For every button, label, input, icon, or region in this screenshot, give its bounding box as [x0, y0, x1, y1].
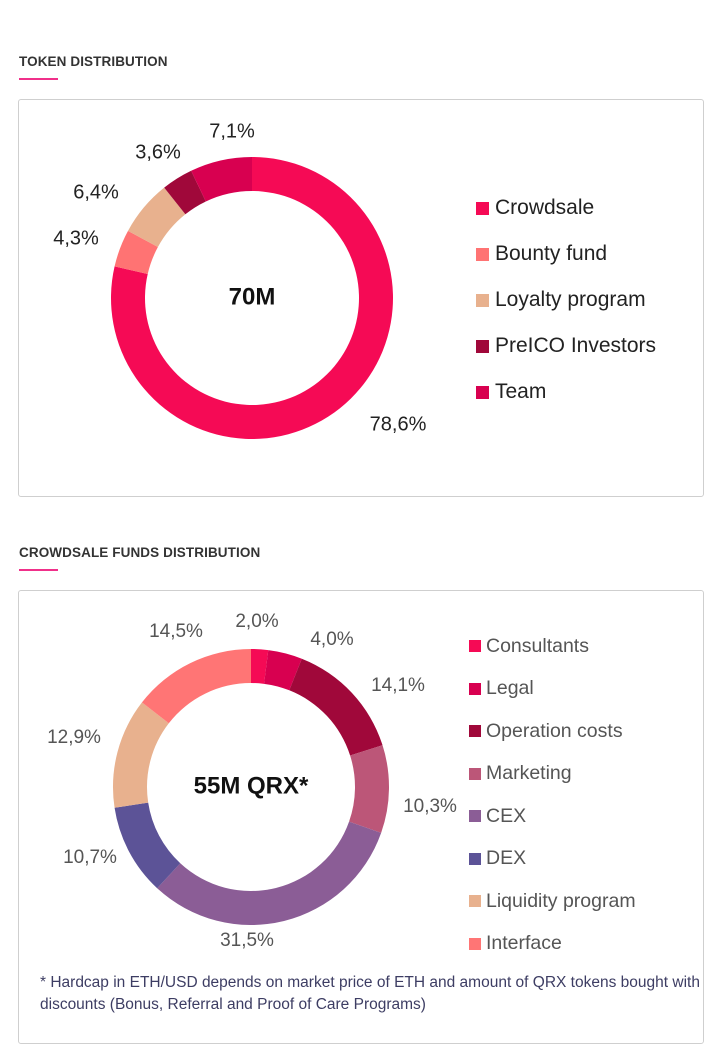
donut-slice-marketing [349, 745, 389, 833]
legend-item: Team [476, 378, 546, 406]
legend-label: DEX [486, 847, 527, 869]
donut-center-label: 55M QRX* [194, 772, 309, 799]
donut-slice-cex [157, 821, 382, 925]
legend-swatch [469, 725, 481, 737]
slice-percent-label: 31,5% [220, 930, 274, 951]
hardcap-footnote: * Hardcap in ETH/USD depends on market p… [40, 974, 700, 1013]
legend-label: Bounty fund [495, 242, 608, 265]
token-distribution-heading: TOKEN DISTRIBUTION [19, 54, 168, 69]
legend-label: Marketing [486, 762, 572, 784]
legend-label: Consultants [486, 634, 589, 657]
slice-percent-label: 3,6% [135, 141, 181, 163]
donut-slice-loyalty-program [128, 187, 186, 248]
legend-item: Crowdsale [476, 194, 594, 222]
legend-swatch [469, 810, 481, 822]
donut-slice-consultants [251, 649, 269, 684]
legend-label: PreICO Investors [495, 334, 657, 357]
legend-swatch [469, 937, 481, 950]
donut-slice-bounty-fund [114, 230, 158, 275]
slice-percent-label: 14,5% [149, 621, 203, 642]
legend-label: Liquidity program [486, 889, 636, 912]
legend-swatch [476, 293, 489, 307]
legend-swatch [469, 682, 481, 695]
slice-percent-label: 6,4% [73, 181, 119, 203]
legend-item: DEX [469, 845, 526, 873]
slice-percent-label: 4,3% [53, 227, 99, 249]
heading-underline [19, 78, 58, 80]
legend-swatch [476, 385, 489, 399]
slice-percent-label: 14,1% [371, 675, 425, 696]
legend-label: Legal [486, 677, 534, 699]
donut-slice-interface [141, 649, 251, 724]
legend-swatch [469, 895, 481, 907]
slice-percent-label: 10,7% [63, 847, 117, 868]
legend-label: Loyalty program [495, 288, 646, 311]
slice-percent-label: 2,0% [235, 611, 278, 632]
legend-swatch [469, 852, 481, 865]
donut-slice-preico-investors [164, 170, 206, 215]
donut-slice-liquidity-program [113, 702, 169, 808]
donut-slice-dex [114, 802, 181, 889]
legend-label: Team [495, 380, 547, 403]
legend-item: Marketing [469, 760, 572, 788]
donut-slice-operation-costs [289, 658, 383, 756]
heading-underline [19, 569, 58, 571]
slice-percent-label: 4,0% [310, 629, 353, 650]
slice-percent-label: 12,9% [47, 727, 101, 748]
legend-item: Interface [469, 930, 562, 958]
legend-label: Operation costs [486, 719, 623, 742]
slice-percent-label: 78,6% [370, 413, 427, 435]
legend-swatch [476, 339, 489, 353]
legend-swatch [476, 201, 489, 215]
slice-percent-label: 10,3% [403, 796, 457, 817]
slice-percent-label: 7,1% [209, 120, 255, 142]
legend-swatch [476, 247, 489, 261]
legend-label: Crowdsale [495, 196, 595, 219]
donut-slice-legal [264, 650, 302, 691]
legend-item: Legal [469, 675, 534, 703]
legend-label: CEX [486, 804, 527, 827]
legend-item: PreICO Investors [476, 332, 656, 360]
legend-item: Operation costs [469, 717, 623, 745]
legend-label: Interface [486, 932, 562, 954]
legend-item: Liquidity program [469, 887, 636, 915]
legend-item: Bounty fund [476, 240, 607, 268]
legend-item: CEX [469, 802, 526, 830]
crowdsale-funds-heading: CROWDSALE FUNDS DISTRIBUTION [19, 545, 261, 560]
legend-item: Consultants [469, 632, 589, 660]
donut-slice-team [191, 157, 252, 202]
legend-swatch [469, 767, 481, 780]
legend-swatch [469, 640, 481, 652]
legend-item: Loyalty program [476, 286, 646, 314]
donut-center-label: 70M [229, 283, 276, 310]
